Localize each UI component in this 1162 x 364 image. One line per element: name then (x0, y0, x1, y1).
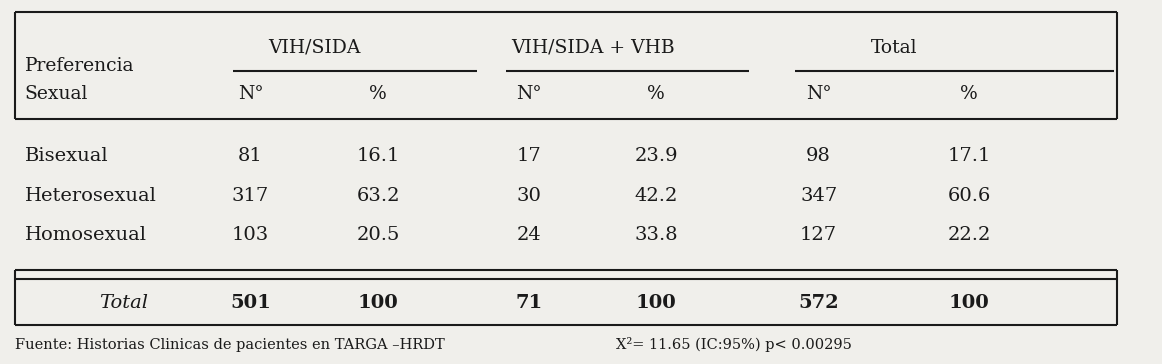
Text: 100: 100 (358, 294, 399, 312)
Text: %: % (370, 85, 387, 103)
Text: Homosexual: Homosexual (24, 226, 146, 244)
Text: 17.1: 17.1 (948, 147, 991, 165)
Text: 81: 81 (238, 147, 263, 165)
Text: 127: 127 (801, 226, 837, 244)
Text: 22.2: 22.2 (948, 226, 991, 244)
Text: Heterosexual: Heterosexual (24, 187, 157, 205)
Text: Preferencia: Preferencia (24, 57, 134, 75)
Text: 30: 30 (516, 187, 541, 205)
Text: 17: 17 (516, 147, 541, 165)
Text: 347: 347 (799, 187, 838, 205)
Text: N°: N° (238, 85, 264, 103)
Text: 60.6: 60.6 (948, 187, 991, 205)
Text: 33.8: 33.8 (634, 226, 679, 244)
Text: 24: 24 (516, 226, 541, 244)
Text: 42.2: 42.2 (634, 187, 679, 205)
Text: 16.1: 16.1 (357, 147, 400, 165)
Text: 71: 71 (515, 294, 543, 312)
Text: 20.5: 20.5 (357, 226, 400, 244)
Text: 501: 501 (230, 294, 271, 312)
Text: Total: Total (99, 294, 148, 312)
Text: 63.2: 63.2 (357, 187, 400, 205)
Text: 100: 100 (949, 294, 990, 312)
Text: Sexual: Sexual (24, 85, 88, 103)
Text: VIH/SIDA: VIH/SIDA (268, 39, 360, 57)
Text: N°: N° (805, 85, 832, 103)
Text: %: % (647, 85, 665, 103)
Text: Fuente: Historias Clinicas de pacientes en TARGA –HRDT: Fuente: Historias Clinicas de pacientes … (15, 337, 445, 352)
Text: 317: 317 (232, 187, 270, 205)
Text: 100: 100 (636, 294, 676, 312)
Text: X²= 11.65 (IC:95%) p< 0.00295: X²= 11.65 (IC:95%) p< 0.00295 (616, 337, 852, 352)
Text: %: % (961, 85, 978, 103)
Text: Bisexual: Bisexual (24, 147, 108, 165)
Text: 103: 103 (232, 226, 270, 244)
Text: 98: 98 (806, 147, 831, 165)
Text: 23.9: 23.9 (634, 147, 679, 165)
Text: N°: N° (516, 85, 541, 103)
Text: Total: Total (870, 39, 917, 57)
Text: VIH/SIDA + VHB: VIH/SIDA + VHB (511, 39, 674, 57)
Text: 572: 572 (798, 294, 839, 312)
